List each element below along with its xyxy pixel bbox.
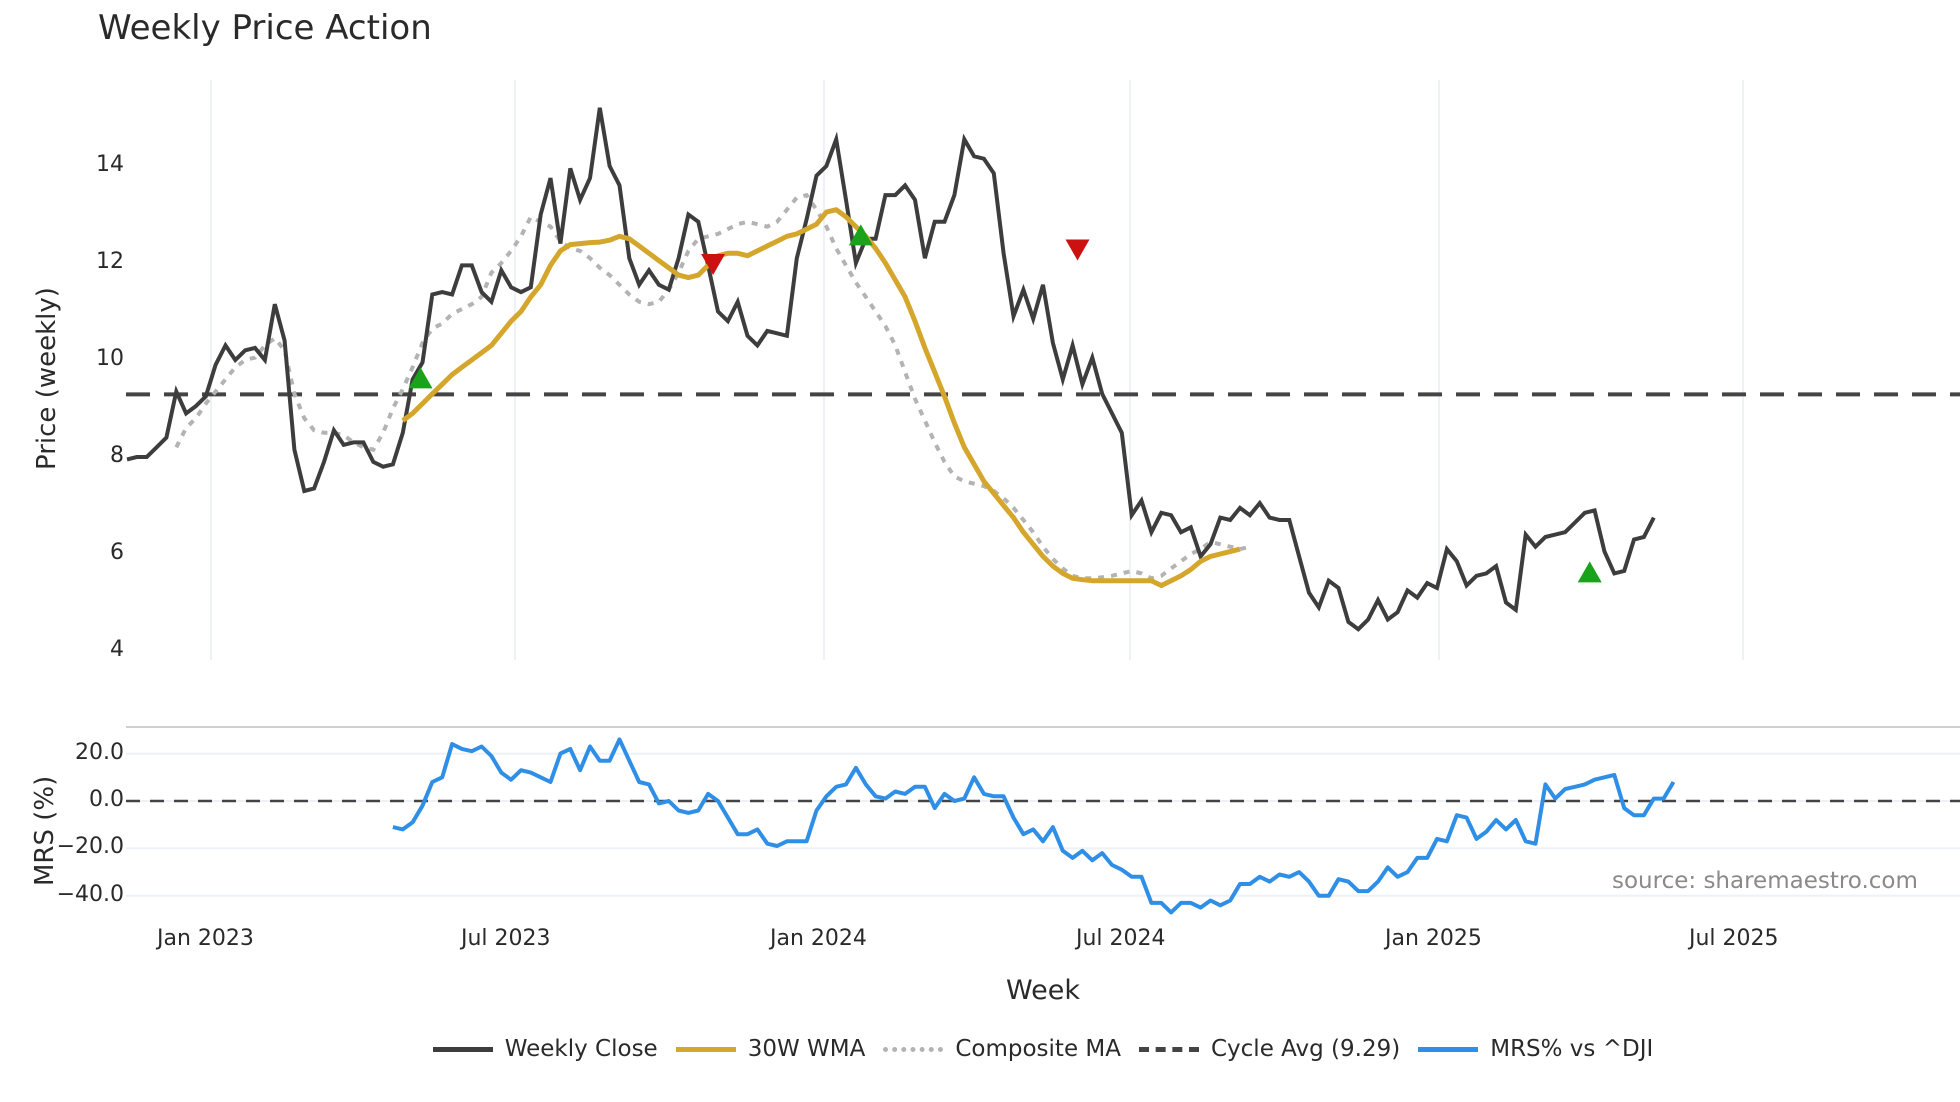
x-tick-label: Jan 2024: [770, 926, 867, 951]
sell-signal-triangle-down-icon: [701, 254, 726, 275]
x-tick-label: Jan 2023: [157, 926, 254, 951]
buy-signal-triangle-up-icon: [408, 367, 433, 389]
legend-item-cycle-avg[interactable]: Cycle Avg (9.29): [1138, 1036, 1401, 1062]
source-attribution: source: sharemaestro.com: [1612, 868, 1918, 894]
buy-signal-triangle-up-icon: [848, 224, 873, 246]
x-tick-label: Jan 2025: [1385, 926, 1482, 951]
legend-label: MRS% vs ^DJI: [1490, 1036, 1654, 1062]
legend-item-mrs[interactable]: MRS% vs ^DJI: [1418, 1036, 1653, 1062]
legend-label: 30W WMA: [747, 1036, 866, 1062]
weekly-close-line: [126, 107, 1656, 632]
wma30-swatch-icon: [675, 1046, 736, 1052]
chart-title: Weekly Price Action: [98, 8, 432, 48]
price-y-tick-label: 6: [110, 540, 124, 565]
sell-signal-triangle-down-icon: [1065, 239, 1090, 261]
x-tick-label: Jul 2025: [1689, 926, 1779, 951]
composite-ma-swatch-icon: [883, 1046, 944, 1052]
legend-item-weekly-close[interactable]: Weekly Close: [432, 1036, 658, 1062]
mrs-y-tick-label: 20.0: [75, 739, 124, 765]
x-tick-label: Jul 2024: [1076, 926, 1166, 951]
composite-ma-line: [174, 192, 1251, 581]
mrs-y-tick-label: 0.0: [89, 787, 124, 812]
mrs-swatch-icon: [1418, 1046, 1479, 1052]
price-y-tick-label: 4: [110, 637, 124, 662]
legend-label: Weekly Close: [504, 1036, 658, 1062]
legend-label: Composite MA: [955, 1036, 1121, 1062]
weekly-close-swatch-icon: [432, 1046, 493, 1052]
price-y-tick-label: 12: [96, 249, 124, 274]
mrs-line: [392, 737, 1676, 915]
price-y-tick-label: 10: [96, 346, 124, 371]
legend-item-composite-ma[interactable]: Composite MA: [883, 1036, 1121, 1062]
wma30-line: [401, 207, 1241, 588]
x-tick-label: Jul 2023: [461, 926, 551, 951]
cycle-avg-swatch-icon: [1138, 1046, 1199, 1052]
legend-label: Cycle Avg (9.29): [1210, 1036, 1401, 1062]
buy-signal-triangle-up-icon: [1577, 561, 1602, 583]
mrs-y-tick-label: −40.0: [56, 881, 124, 907]
mrs-y-tick-label: −20.0: [56, 834, 124, 860]
legend-item-wma30[interactable]: 30W WMA: [675, 1036, 866, 1062]
price-y-tick-label: 14: [96, 152, 124, 177]
price-y-tick-label: 8: [110, 443, 124, 468]
legend: Weekly Close 30W WMA Composite MA Cycle Avg…: [0, 1036, 1960, 1062]
x-axis-label: Week: [1006, 975, 1080, 1006]
